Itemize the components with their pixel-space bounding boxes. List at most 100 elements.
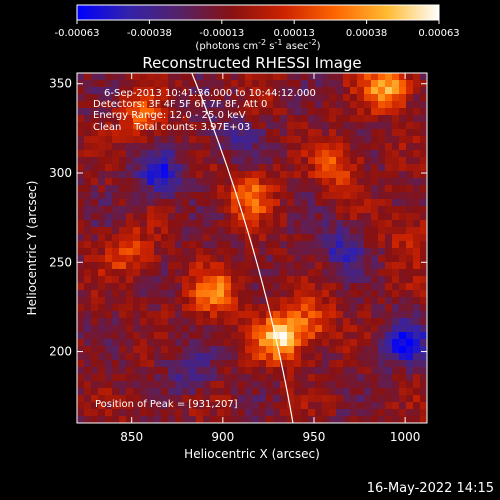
heatmap-cell bbox=[210, 297, 218, 305]
heatmap-cell bbox=[294, 311, 302, 319]
heatmap-cell bbox=[161, 318, 169, 326]
heatmap-cell bbox=[336, 311, 344, 319]
heatmap-cell bbox=[329, 213, 337, 221]
heatmap-cell bbox=[315, 178, 323, 186]
heatmap-cell bbox=[301, 199, 309, 207]
heatmap-cell bbox=[385, 269, 393, 277]
heatmap-cell bbox=[245, 353, 253, 361]
heatmap-cell bbox=[399, 122, 407, 130]
heatmap-cell bbox=[238, 255, 246, 263]
heatmap-cell bbox=[238, 220, 246, 228]
heatmap-cell bbox=[105, 332, 113, 340]
heatmap-cell bbox=[224, 346, 232, 354]
heatmap-cell bbox=[252, 269, 260, 277]
heatmap-cell bbox=[210, 143, 218, 151]
heatmap-cell bbox=[238, 234, 246, 242]
heatmap-cell bbox=[77, 297, 85, 305]
heatmap-cell bbox=[210, 283, 218, 291]
heatmap-cell bbox=[98, 192, 106, 200]
heatmap-cell bbox=[112, 248, 120, 256]
heatmap-cell bbox=[140, 374, 148, 382]
heatmap-cell bbox=[196, 325, 204, 333]
heatmap-cell bbox=[315, 80, 323, 88]
heatmap-cell bbox=[357, 416, 365, 423]
heatmap-cell bbox=[406, 213, 414, 221]
heatmap-cell bbox=[266, 178, 274, 186]
heatmap-cell bbox=[399, 220, 407, 228]
heatmap-cell bbox=[196, 129, 204, 137]
heatmap-cell bbox=[308, 87, 316, 95]
heatmap-cell bbox=[392, 199, 400, 207]
heatmap-cell bbox=[98, 108, 106, 116]
heatmap-cell bbox=[154, 136, 162, 144]
heatmap-cell bbox=[126, 395, 134, 403]
heatmap-cell bbox=[112, 269, 120, 277]
heatmap-cell bbox=[378, 143, 386, 151]
heatmap-cell bbox=[154, 157, 162, 165]
heatmap-cell bbox=[133, 94, 141, 102]
heatmap-cell bbox=[91, 262, 99, 270]
heatmap-cell bbox=[399, 108, 407, 116]
heatmap-cell bbox=[245, 192, 253, 200]
heatmap-cell bbox=[343, 269, 351, 277]
heatmap-cell bbox=[357, 94, 365, 102]
heatmap-cell bbox=[357, 381, 365, 389]
heatmap-cell bbox=[252, 136, 260, 144]
heatmap-cell bbox=[259, 311, 267, 319]
heatmap-cell bbox=[399, 143, 407, 151]
heatmap-cell bbox=[77, 367, 85, 375]
heatmap-cell bbox=[308, 332, 316, 340]
heatmap-cell bbox=[371, 353, 379, 361]
heatmap-cell bbox=[77, 360, 85, 368]
heatmap-cell bbox=[273, 87, 281, 95]
heatmap-cell bbox=[245, 136, 253, 144]
heatmap-cell bbox=[217, 318, 225, 326]
heatmap-cell bbox=[105, 206, 113, 214]
heatmap-cell bbox=[259, 367, 267, 375]
heatmap-cell bbox=[378, 94, 386, 102]
heatmap-cell bbox=[140, 409, 148, 417]
heatmap-cell bbox=[126, 416, 134, 423]
heatmap-cell bbox=[287, 283, 295, 291]
heatmap-cell bbox=[133, 171, 141, 179]
heatmap-cell bbox=[350, 115, 358, 123]
heatmap-cell bbox=[112, 213, 120, 221]
heatmap-cell bbox=[385, 304, 393, 312]
heatmap-cell bbox=[119, 381, 127, 389]
heatmap-cell bbox=[189, 311, 197, 319]
heatmap-cell bbox=[364, 143, 372, 151]
heatmap-cell bbox=[364, 94, 372, 102]
heatmap-cell bbox=[112, 416, 120, 423]
heatmap-cell bbox=[210, 115, 218, 123]
heatmap-cell bbox=[329, 192, 337, 200]
heatmap-cell bbox=[364, 262, 372, 270]
heatmap-cell bbox=[175, 262, 183, 270]
heatmap-cell bbox=[77, 388, 85, 396]
heatmap-cell bbox=[119, 192, 127, 200]
heatmap-cell bbox=[287, 374, 295, 382]
heatmap-cell bbox=[371, 192, 379, 200]
heatmap-cell bbox=[168, 94, 176, 102]
heatmap-cell bbox=[294, 416, 302, 423]
heatmap-cell bbox=[140, 402, 148, 410]
heatmap-cell bbox=[119, 416, 127, 423]
heatmap-cell bbox=[385, 73, 393, 81]
heatmap-cell bbox=[322, 227, 330, 235]
heatmap-cell bbox=[343, 276, 351, 284]
heatmap-cell bbox=[294, 171, 302, 179]
heatmap-cell bbox=[140, 269, 148, 277]
heatmap-cell bbox=[308, 164, 316, 172]
heatmap-cell bbox=[392, 241, 400, 249]
heatmap-cell bbox=[308, 360, 316, 368]
heatmap-cell bbox=[126, 360, 134, 368]
heatmap-cell bbox=[287, 360, 295, 368]
heatmap-cell bbox=[273, 353, 281, 361]
heatmap-cell bbox=[287, 290, 295, 298]
heatmap-cell bbox=[210, 311, 218, 319]
heatmap-cell bbox=[420, 220, 427, 228]
heatmap-cell bbox=[266, 213, 274, 221]
heatmap-cell bbox=[413, 73, 421, 81]
heatmap-cell bbox=[119, 101, 127, 109]
heatmap-cell bbox=[406, 290, 414, 298]
heatmap-cell bbox=[364, 332, 372, 340]
